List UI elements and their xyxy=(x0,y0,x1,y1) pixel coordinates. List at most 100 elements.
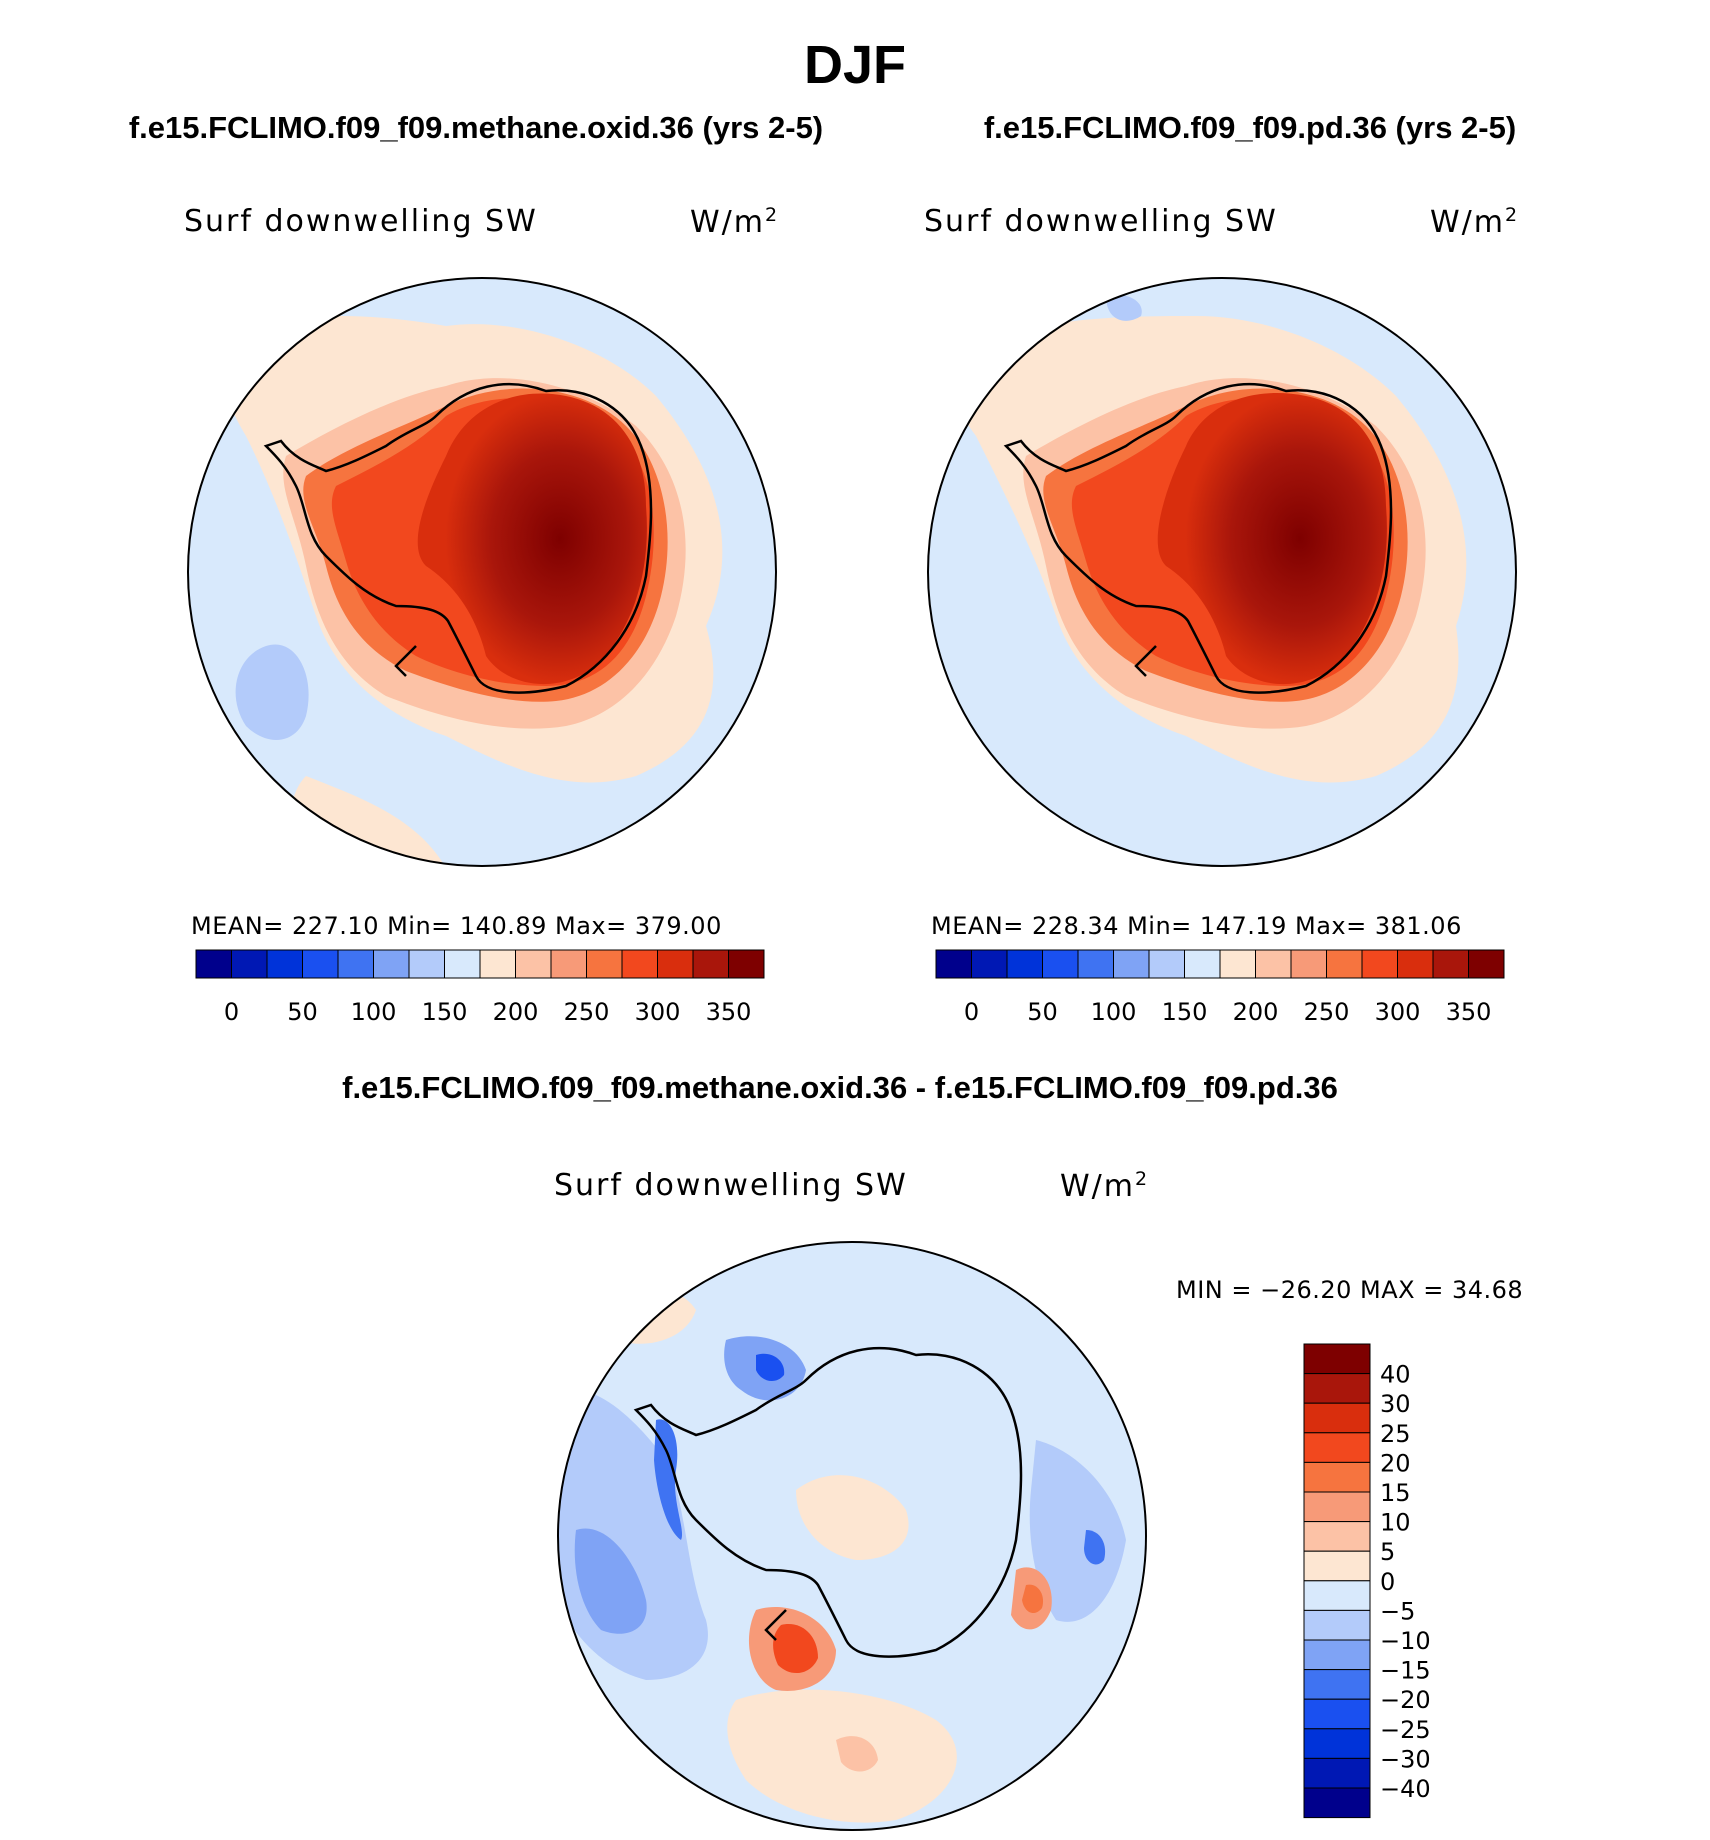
diff-blue-north-core xyxy=(756,1353,785,1382)
colorbar-3-swatch xyxy=(1303,1609,1371,1641)
colorbar-2-swatch xyxy=(1432,949,1469,979)
colorbar-panel-1: 0 50 100 150 200 250 300 350 xyxy=(195,949,765,1026)
colorbar-2-swatch xyxy=(971,949,1008,979)
colorbar-3-swatch xyxy=(1303,1373,1371,1404)
colorbar-3-swatch xyxy=(1303,1580,1371,1611)
colorbar-3-swatch xyxy=(1303,1402,1371,1434)
colorbar-1-swatch xyxy=(586,949,623,979)
diff-red-east-core xyxy=(1022,1584,1044,1614)
panel-2-title: f.e15.FCLIMO.f09_f09.pd.36 (yrs 2-5) xyxy=(983,110,1517,145)
colorbar-1-swatch xyxy=(621,949,658,979)
panel-1-title: f.e15.FCLIMO.f09_f09.methane.oxid.36 (yr… xyxy=(128,110,824,145)
colorbar-1-swatch xyxy=(479,949,516,979)
colorbar-3-tick-label: −15 xyxy=(1380,1657,1431,1685)
colorbar-1-swatch xyxy=(515,949,552,979)
contour-dark-red xyxy=(1157,393,1387,685)
colorbar-1-tick-label: 100 xyxy=(351,998,397,1026)
colorbar-1-swatch xyxy=(266,949,303,979)
colorbar-2-swatch xyxy=(1006,949,1043,979)
colorbar-2-tick-label: 350 xyxy=(1446,998,1492,1026)
colorbar-3-tick-label: −25 xyxy=(1380,1716,1431,1744)
diff-peach-central xyxy=(796,1475,909,1560)
colorbar-panel-2: 0 50 100 150 200 250 300 350 xyxy=(935,949,1505,1026)
colorbar-3-swatch xyxy=(1303,1432,1371,1463)
colorbar-1-tick-label: 300 xyxy=(635,998,681,1026)
colorbar-3-tick-label: 40 xyxy=(1380,1361,1411,1389)
colorbar-3-swatch xyxy=(1303,1669,1371,1700)
colorbar-1-tick-label: 0 xyxy=(224,998,239,1026)
colorbar-2-swatch xyxy=(935,949,972,979)
panel-1-stats: MEAN= 227.10 Min= 140.89 Max= 379.00 xyxy=(191,912,722,940)
map-2-border xyxy=(927,277,1517,867)
colorbar-2-tick-label: 300 xyxy=(1375,998,1421,1026)
colorbar-2-tick-label: 100 xyxy=(1091,998,1137,1026)
colorbar-2-swatch xyxy=(1326,949,1363,979)
colorbar-2-swatch xyxy=(1042,949,1079,979)
colorbar-1-swatch xyxy=(408,949,445,979)
colorbar-1-tick-label: 50 xyxy=(287,998,318,1026)
colorbar-1-swatch xyxy=(302,949,339,979)
colorbar-3-tick-label: 20 xyxy=(1380,1449,1411,1477)
colorbar-1-swatch xyxy=(373,949,410,979)
colorbar-2-tick-label: 250 xyxy=(1304,998,1350,1026)
colorbar-3-swatch xyxy=(1303,1787,1371,1819)
diff-salmon-south xyxy=(836,1736,878,1772)
colorbar-3-tick-label: −5 xyxy=(1380,1597,1415,1625)
contour-pale-blue xyxy=(235,644,309,740)
colorbar-3-swatch xyxy=(1303,1343,1371,1375)
panel-2-stats: MEAN= 228.34 Min= 147.19 Max= 381.06 xyxy=(931,912,1462,940)
panel-2-units: W/m2 xyxy=(1430,204,1520,240)
colorbar-2-swatch xyxy=(1290,949,1327,979)
panel-3-variable: Surf downwelling SW xyxy=(554,1168,908,1203)
colorbar-3-swatch xyxy=(1303,1639,1371,1671)
diff-red-peninsula-core xyxy=(773,1624,818,1674)
diff-blue-east xyxy=(1029,1440,1126,1622)
colorbar-3-swatch xyxy=(1303,1728,1371,1759)
colorbar-3-swatch xyxy=(1303,1698,1371,1730)
colorbar-1-swatch xyxy=(657,949,694,979)
colorbar-2-swatch xyxy=(1361,949,1398,979)
colorbar-2-swatch xyxy=(1255,949,1292,979)
panel-2-variable: Surf downwelling SW xyxy=(924,204,1278,239)
panel-1-units: W/m2 xyxy=(690,204,780,240)
antarctica-coastline xyxy=(633,1346,1023,1658)
colorbar-2-tick-label: 200 xyxy=(1233,998,1279,1026)
colorbar-3-tick-label: 0 xyxy=(1380,1568,1395,1596)
colorbar-1-swatch xyxy=(550,949,587,979)
colorbar-3-tick-label: 30 xyxy=(1380,1390,1411,1418)
colorbar-1-swatch xyxy=(692,949,729,979)
colorbar-3-tick-label: −40 xyxy=(1380,1775,1431,1803)
map-3-border xyxy=(557,1241,1147,1831)
panel-3-units: W/m2 xyxy=(1060,1168,1150,1204)
antarctica-coastline xyxy=(263,382,653,694)
colorbar-2-tick-label: 0 xyxy=(964,998,979,1026)
colorbar-3-tick-label: −10 xyxy=(1380,1627,1431,1655)
diff-blue-coast xyxy=(654,1419,683,1540)
contour-pale-blue xyxy=(1106,294,1142,321)
diff-blue-west-strong xyxy=(574,1528,647,1634)
colorbar-1-swatch xyxy=(231,949,268,979)
colorbar-3-tick-label: 15 xyxy=(1380,1479,1411,1507)
colorbar-1-swatch xyxy=(444,949,481,979)
map-1-border xyxy=(187,277,777,867)
colorbar-2-swatch xyxy=(1468,949,1505,979)
map-panel-2 xyxy=(927,277,1517,867)
colorbar-2-tick-label: 150 xyxy=(1162,998,1208,1026)
colorbar-1-tick-label: 200 xyxy=(493,998,539,1026)
colorbar-1-tick-label: 150 xyxy=(422,998,468,1026)
colorbar-3-tick-label: −20 xyxy=(1380,1686,1431,1714)
colorbar-1-tick-label: 250 xyxy=(564,998,610,1026)
colorbar-3-tick-label: −30 xyxy=(1380,1745,1431,1773)
colorbar-1-swatch xyxy=(195,949,232,979)
antarctica-coastline xyxy=(1003,382,1393,694)
colorbar-3-swatch xyxy=(1303,1461,1371,1493)
colorbar-3-tick-label: 10 xyxy=(1380,1509,1411,1537)
contour-dark-red xyxy=(417,393,647,685)
colorbar-2-swatch xyxy=(1397,949,1434,979)
panel-3-title: f.e15.FCLIMO.f09_f09.methane.oxid.36 - f… xyxy=(342,1070,1338,1105)
colorbar-3-swatch xyxy=(1303,1550,1371,1582)
colorbar-1-swatch xyxy=(728,949,765,979)
colorbar-3-tick-label: 25 xyxy=(1380,1420,1411,1448)
panel-1-variable: Surf downwelling SW xyxy=(184,204,538,239)
